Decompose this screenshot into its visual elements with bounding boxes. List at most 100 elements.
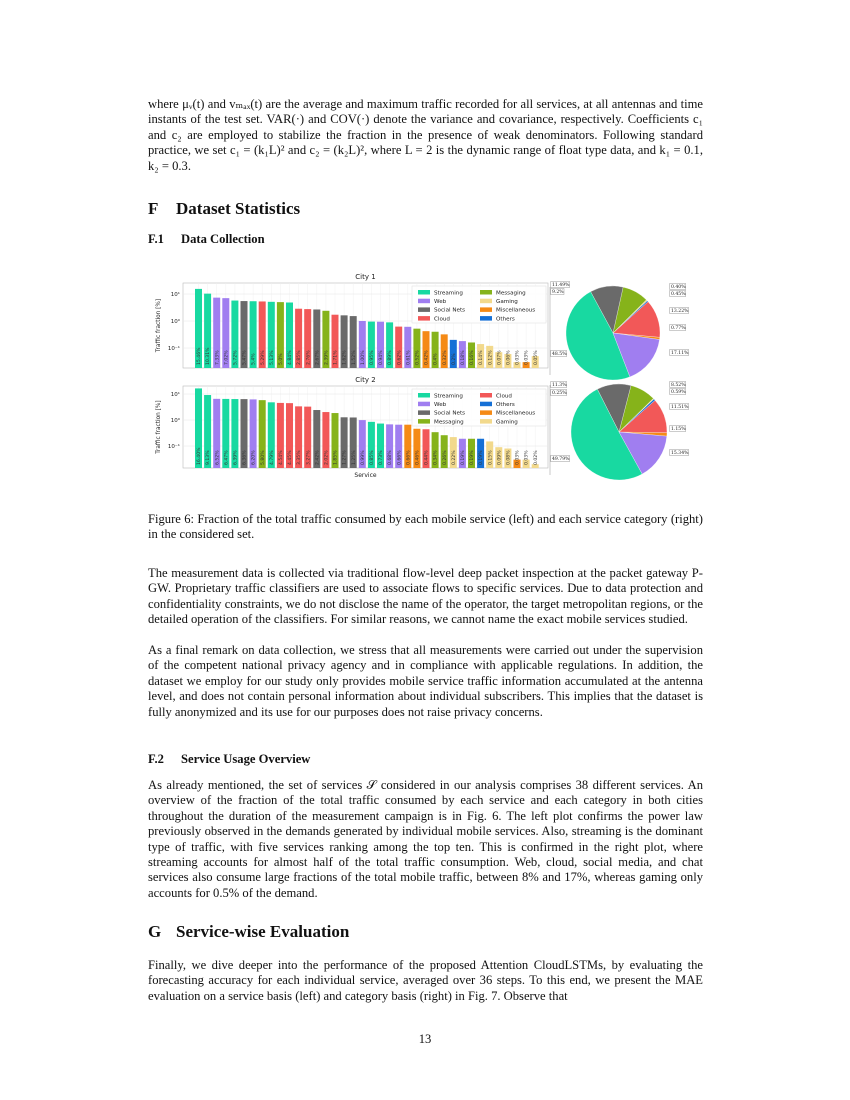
subsection-number: F.1 (148, 232, 164, 246)
bar-data-label: 2.76% (305, 350, 311, 365)
bar-data-label: 0.46% (415, 450, 421, 465)
pie-label-box (550, 455, 570, 462)
bar-data-label: 7.02% (223, 350, 229, 365)
y-tick-label: 10⁻¹ (168, 345, 180, 352)
bar-data-label: 0.06% (506, 350, 512, 365)
bar-data-label: 0.61% (405, 350, 411, 365)
pie-data-label: 8.52% (671, 382, 686, 388)
legend-label: Gaming (496, 419, 518, 425)
legend-label: Miscellaneous (496, 411, 535, 417)
y-axis-label: Traffic fraction [%] (156, 400, 162, 454)
bar (486, 441, 494, 468)
bar (413, 328, 421, 368)
bar (340, 417, 348, 468)
bar (286, 403, 293, 468)
pie-data-label: 48.5% (552, 351, 567, 357)
pie-data-label: 17.11% (671, 350, 689, 356)
bar (440, 334, 448, 368)
legend-swatch (418, 401, 430, 407)
paragraph-collection-2: As a final remark on data collection, we… (148, 643, 703, 719)
legend-label: Miscellaneous (496, 308, 535, 314)
bar-data-label: 0.12% (487, 350, 493, 365)
pie-chart-2: 1.15% 11.51% 0.59% 0.25% 8.52% 11.3% 49.79% 15.… (549, 381, 689, 481)
section-number: F (148, 199, 159, 218)
y-tick-label: 10¹ (171, 391, 180, 398)
bar-data-label: 5.29% (260, 350, 266, 365)
bar-data-label: 0.22% (451, 450, 457, 465)
section-number: G (148, 922, 162, 941)
paragraph-usage: As already mentioned, the set of service… (148, 778, 703, 900)
bar (477, 438, 485, 468)
paragraph-collection-1: The measurement data is collected via tr… (148, 566, 703, 627)
bar-data-label: 0.07% (496, 350, 502, 365)
bar-data-label: 0.03% (515, 450, 521, 465)
legend-swatch (480, 393, 492, 398)
pie-data-label: 9.2% (552, 289, 564, 295)
bar-data-label: 0.66% (405, 450, 411, 465)
bar-data-label: 0.4% (433, 353, 439, 365)
bar-data-label: 9.13% (205, 450, 211, 465)
bar-data-label: 0.14% (478, 350, 484, 365)
bar (413, 428, 421, 468)
pie-label-box (669, 381, 686, 388)
legend-swatch (480, 410, 492, 415)
bar (522, 362, 530, 368)
subsection-title: Data Collection (181, 232, 265, 246)
bar (513, 362, 521, 368)
pie-label-box (669, 283, 686, 290)
bar (377, 423, 384, 468)
bar-data-label: 5.0% (278, 353, 284, 365)
bar (349, 316, 357, 368)
bar (331, 314, 339, 368)
bar-data-label: 5.13% (269, 350, 275, 365)
pie-data-label: 15.34% (671, 450, 689, 456)
bar (495, 447, 503, 468)
bar (522, 459, 530, 468)
pie-label-box (550, 281, 570, 288)
pie-label-box (669, 403, 689, 410)
legend-label: Web (434, 402, 447, 408)
bar (304, 406, 312, 468)
bar (249, 301, 257, 368)
bar (449, 339, 457, 368)
legend: Streaming Web Social Nets Cloud Messaging Gam… (411, 285, 547, 324)
bar-data-label: 1.85% (333, 450, 339, 465)
legend-swatch (418, 419, 430, 424)
bar (377, 321, 384, 368)
bar-data-label: 0.62% (396, 350, 402, 365)
bar (367, 321, 375, 368)
bar (358, 321, 366, 368)
bar (513, 459, 521, 468)
bar (504, 353, 512, 368)
bar-data-label: 0.2% (451, 353, 457, 365)
bar-data-label: 16.40% (196, 447, 202, 465)
section-heading-f: F Dataset Statistics (148, 199, 300, 219)
bar (276, 302, 284, 368)
legend-label: Gaming (496, 299, 518, 305)
y-axis-label: Traffic fraction [%] (156, 299, 162, 353)
section-heading-g: G Service-wise Evaluation (148, 922, 349, 942)
legend-swatch (418, 393, 430, 398)
bar (276, 402, 284, 468)
bar-data-label: 0.03% (524, 450, 530, 465)
bar (231, 399, 239, 468)
bar (204, 395, 212, 468)
bar-data-label: 0.73% (378, 450, 384, 465)
paragraph-servicewise: Finally, we dive deeper into the perform… (148, 958, 703, 1003)
bar-data-label: 0.44% (424, 450, 430, 465)
bar-data-label: 0.05% (533, 350, 539, 365)
pie-label-box (550, 389, 567, 396)
legend-label: Social Nets (434, 411, 465, 417)
legend-swatch (418, 410, 430, 415)
bar-data-label: 0.02% (533, 450, 539, 465)
legend-label: Streaming (434, 393, 463, 399)
bar-data-label: 0.94% (378, 350, 384, 365)
bar-data-label: 0.66% (396, 450, 402, 465)
pie-label-box (550, 381, 567, 388)
y-tick-label: 10⁻¹ (168, 443, 180, 450)
bar-data-label: 0.15% (487, 450, 493, 465)
bar-data-label: 2.02% (324, 450, 330, 465)
subsection-number: F.2 (148, 752, 164, 766)
bar-data-label: 1.25% (351, 450, 357, 465)
